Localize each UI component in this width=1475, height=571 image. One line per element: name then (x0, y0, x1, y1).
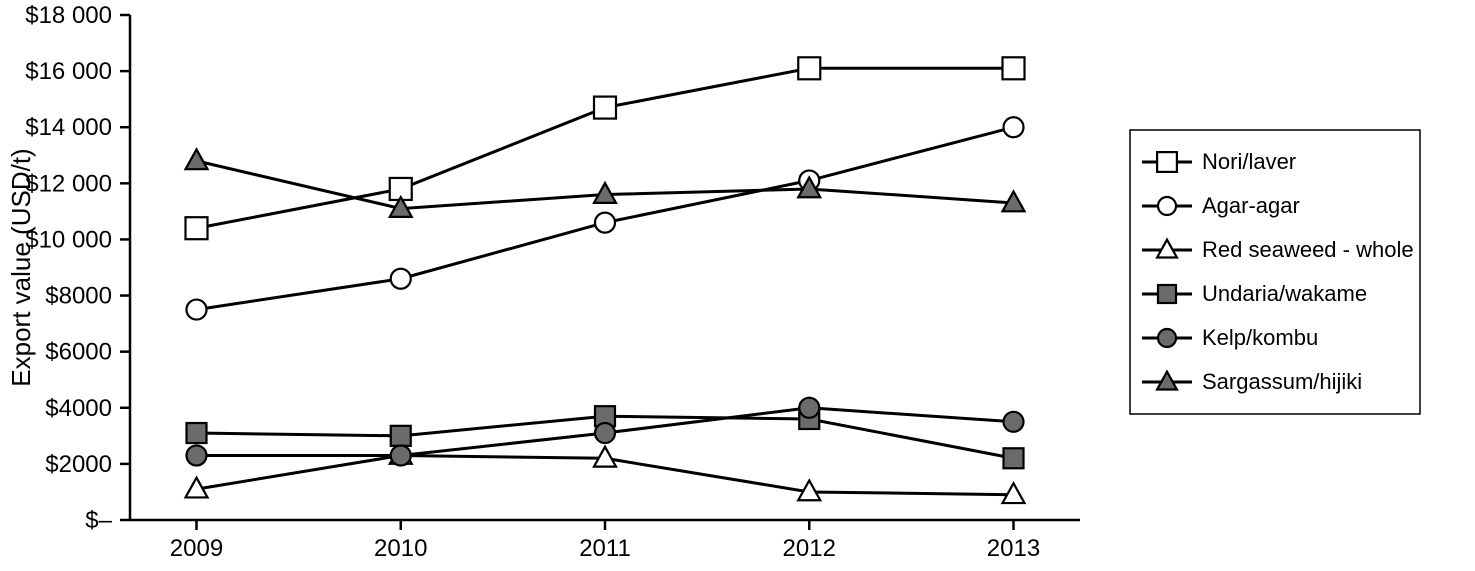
ytick-label: $14 000 (25, 114, 112, 141)
marker-circle (187, 445, 207, 465)
xtick-label: 2009 (170, 535, 223, 562)
marker-square (186, 217, 208, 239)
marker-circle (1004, 412, 1024, 432)
marker-circle (1158, 197, 1176, 215)
marker-square (1003, 57, 1025, 79)
marker-circle (1158, 329, 1176, 347)
ytick-label: $10 000 (25, 226, 112, 253)
marker-circle (391, 445, 411, 465)
xtick-label: 2012 (783, 535, 836, 562)
marker-square (1158, 285, 1176, 303)
marker-square (798, 57, 820, 79)
xtick-label: 2011 (579, 535, 631, 562)
marker-circle (1004, 117, 1024, 137)
legend-label: Undaria/wakame (1202, 281, 1367, 306)
marker-circle (391, 269, 411, 289)
marker-circle (799, 398, 819, 418)
marker-square (594, 97, 616, 119)
ytick-label: $18 000 (25, 2, 112, 29)
legend-label: Sargassum/hijiki (1202, 369, 1362, 394)
legend-label: Agar-agar (1202, 193, 1300, 218)
chart-svg: $– $2000 $4000 $6000 $8000 $10 000 $12 000 $14 … (0, 0, 1475, 571)
marker-square (391, 426, 411, 446)
legend: Nori/laver Agar-agar Red seaweed - whole Un… (1130, 130, 1420, 414)
ytick-label: $2000 (45, 451, 112, 478)
ytick-label: $12 000 (25, 170, 112, 197)
xtick-label: 2010 (374, 535, 427, 562)
marker-circle (595, 423, 615, 443)
marker-circle (595, 213, 615, 233)
ytick-label: $6000 (45, 339, 112, 366)
legend-label: Nori/laver (1202, 149, 1296, 174)
marker-square (1004, 448, 1024, 468)
ytick-label: $16 000 (25, 58, 112, 85)
marker-circle (187, 300, 207, 320)
legend-label: Red seaweed - whole (1202, 237, 1414, 262)
marker-square (1157, 152, 1177, 172)
ytick-label: $4000 (45, 395, 112, 422)
y-axis-label: Export value (USD/t) (6, 148, 36, 386)
legend-label: Kelp/kombu (1202, 325, 1318, 350)
ytick-label: $– (85, 507, 112, 534)
ytick-label: $8000 (45, 283, 112, 310)
marker-square (187, 423, 207, 443)
export-value-chart: $– $2000 $4000 $6000 $8000 $10 000 $12 000 $14 … (0, 0, 1475, 571)
xtick-label: 2013 (987, 535, 1040, 562)
